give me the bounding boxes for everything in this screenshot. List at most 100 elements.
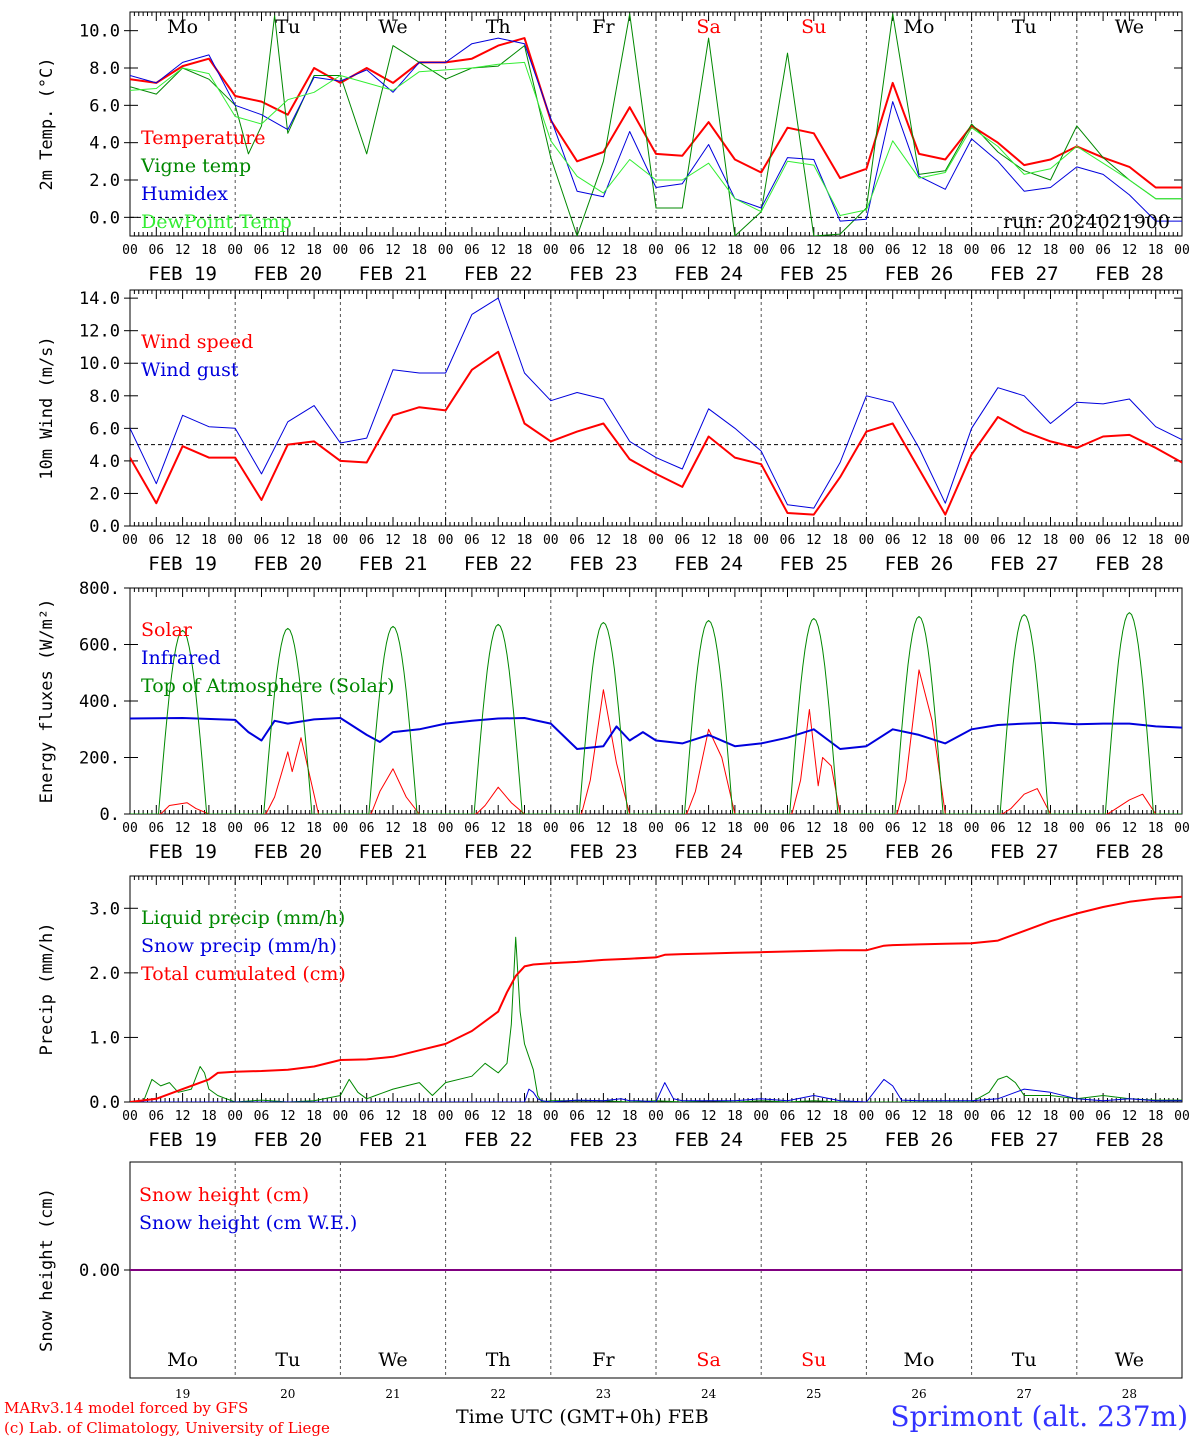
hour-tick-label: 12 <box>806 821 822 836</box>
precip-series-line-1 <box>130 1078 1182 1102</box>
hour-tick-label: 00 <box>227 821 243 836</box>
weekday-label-bottom: Tu <box>1012 1349 1037 1371</box>
hour-tick-label: 00 <box>438 821 454 836</box>
temp-series-line-3 <box>130 61 1182 216</box>
date-label: FEB 23 <box>569 263 638 285</box>
y-tick-label: 200. <box>79 749 120 769</box>
weekday-label-top: Su <box>801 16 826 38</box>
precip-legend-entry: Snow precip (mm/h) <box>141 935 337 957</box>
day-number-label: 23 <box>596 1387 611 1401</box>
date-label: FEB 25 <box>779 553 848 575</box>
precip-series-line-2 <box>130 895 1182 1102</box>
hour-tick-label: 12 <box>596 821 612 836</box>
hour-tick-label: 00 <box>753 1109 769 1124</box>
hour-tick-label: 18 <box>306 243 322 258</box>
hour-tick-label: 06 <box>674 533 690 548</box>
hour-tick-label: 12 <box>1016 533 1032 548</box>
date-label: FEB 20 <box>253 553 322 575</box>
day-number-label: 25 <box>806 1387 821 1401</box>
hour-tick-label: 06 <box>254 243 270 258</box>
hour-tick-label: 18 <box>832 533 848 548</box>
hour-tick-label: 18 <box>1148 243 1164 258</box>
date-label: FEB 27 <box>990 553 1059 575</box>
y-tick-label: 0. <box>100 805 120 825</box>
run-label: run: 2024021900 <box>1003 211 1170 233</box>
hour-tick-label: 06 <box>885 1109 901 1124</box>
hour-tick-label: 12 <box>596 243 612 258</box>
hour-tick-label: 12 <box>175 1109 191 1124</box>
y-tick-label: 2.0 <box>89 484 120 504</box>
hour-tick-label: 00 <box>122 533 138 548</box>
precip-legend-entry: Total cumulated (cm) <box>141 963 346 985</box>
date-label: FEB 21 <box>359 263 428 285</box>
hour-tick-label: 12 <box>911 533 927 548</box>
hour-tick-label: 12 <box>175 821 191 836</box>
hour-tick-label: 18 <box>517 243 533 258</box>
hour-tick-label: 00 <box>964 821 980 836</box>
date-label: FEB 21 <box>359 841 428 863</box>
hour-tick-label: 12 <box>1122 1109 1138 1124</box>
hour-tick-label: 18 <box>937 821 953 836</box>
temp-series-line-0 <box>130 37 1182 189</box>
hour-tick-label: 06 <box>1095 243 1111 258</box>
weekday-label-top: We <box>378 16 407 38</box>
energy-series-line-0 <box>130 669 1182 814</box>
hour-tick-label: 12 <box>490 821 506 836</box>
date-label: FEB 28 <box>1095 841 1164 863</box>
weekday-label-bottom: Mo <box>904 1349 935 1371</box>
date-label: FEB 26 <box>885 1129 954 1151</box>
date-label: FEB 21 <box>359 1129 428 1151</box>
hour-tick-label: 00 <box>859 533 875 548</box>
hour-tick-label: 12 <box>280 1109 296 1124</box>
hour-tick-label: 12 <box>280 821 296 836</box>
y-tick-label: 400. <box>79 692 120 712</box>
hour-tick-label: 06 <box>464 533 480 548</box>
hour-tick-label: 06 <box>674 821 690 836</box>
snow-y-axis-label: Snow height (cm) <box>37 1188 57 1352</box>
hour-tick-label: 06 <box>569 1109 585 1124</box>
hour-tick-label: 12 <box>1122 243 1138 258</box>
hour-tick-label: 18 <box>306 1109 322 1124</box>
hour-tick-label: 00 <box>753 533 769 548</box>
x-axis-title: Time UTC (GMT+0h) FEB <box>456 1406 709 1428</box>
hour-tick-label: 00 <box>122 821 138 836</box>
weekday-label-top: Th <box>486 16 511 38</box>
hour-tick-label: 00 <box>753 243 769 258</box>
hour-tick-label: 06 <box>780 1109 796 1124</box>
hour-tick-label: 12 <box>175 533 191 548</box>
hour-tick-label: 06 <box>990 243 1006 258</box>
hour-tick-label: 06 <box>359 243 375 258</box>
day-number-label: 21 <box>385 1387 400 1401</box>
hour-tick-label: 18 <box>517 533 533 548</box>
hour-tick-label: 06 <box>254 821 270 836</box>
hour-tick-label: 12 <box>175 243 191 258</box>
temp-series-line-1 <box>130 13 1182 236</box>
hour-tick-label: 00 <box>1069 1109 1085 1124</box>
date-label: FEB 22 <box>464 263 533 285</box>
hour-tick-label: 12 <box>1016 243 1032 258</box>
y-tick-label: 10.0 <box>79 22 120 42</box>
y-tick-label: 12.0 <box>79 322 120 342</box>
y-tick-label: 3.0 <box>89 899 120 919</box>
date-label: FEB 22 <box>464 841 533 863</box>
y-tick-label: 8.0 <box>89 59 120 79</box>
precip-series-group <box>130 895 1182 1102</box>
hour-tick-label: 00 <box>438 533 454 548</box>
weekday-label-bottom: Fr <box>592 1349 615 1371</box>
hour-tick-label: 00 <box>859 821 875 836</box>
hour-tick-label: 00 <box>227 1109 243 1124</box>
hour-tick-label: 00 <box>1069 821 1085 836</box>
hour-tick-label: 06 <box>569 533 585 548</box>
hour-tick-label: 18 <box>727 821 743 836</box>
hour-tick-label: 18 <box>1043 1109 1059 1124</box>
weekday-label-top: Tu <box>275 16 300 38</box>
date-label: FEB 27 <box>990 1129 1059 1151</box>
hour-tick-label: 06 <box>674 243 690 258</box>
y-tick-label: 10.0 <box>79 354 120 374</box>
hour-tick-label: 06 <box>464 821 480 836</box>
hour-tick-label: 18 <box>306 533 322 548</box>
hour-tick-label: 00 <box>859 1109 875 1124</box>
hour-tick-label: 12 <box>1122 821 1138 836</box>
day-number-label: 19 <box>175 1387 190 1401</box>
date-label: FEB 28 <box>1095 553 1164 575</box>
